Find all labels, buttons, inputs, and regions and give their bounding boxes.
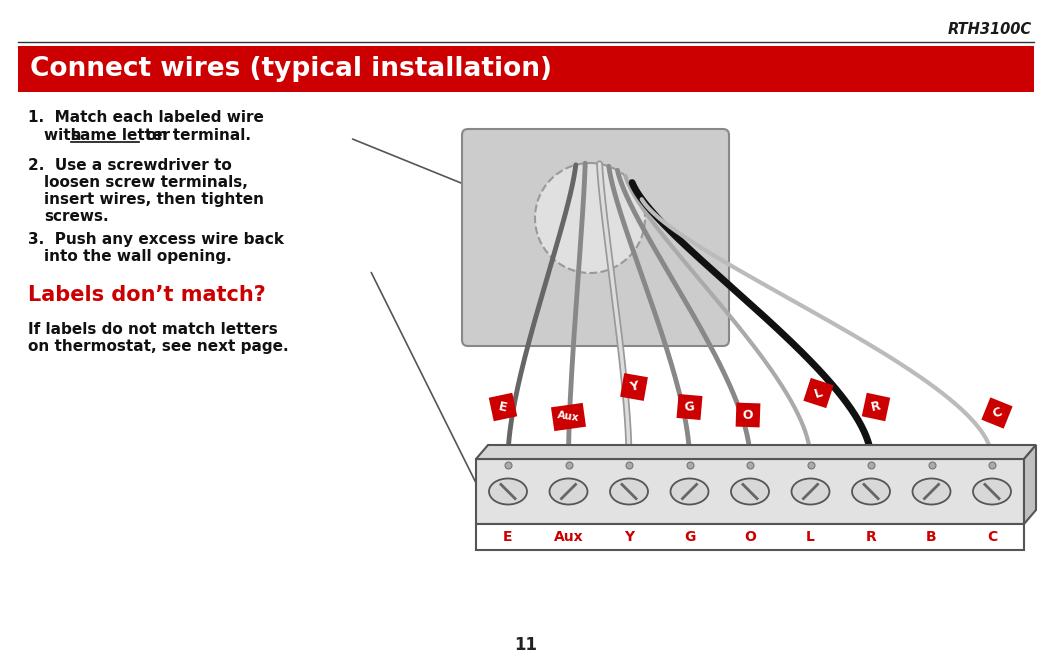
- Text: O: O: [744, 530, 756, 544]
- Text: same letter: same letter: [70, 128, 170, 143]
- FancyBboxPatch shape: [476, 524, 1024, 550]
- FancyBboxPatch shape: [620, 373, 648, 401]
- FancyBboxPatch shape: [982, 397, 1013, 429]
- Ellipse shape: [912, 478, 951, 505]
- Ellipse shape: [610, 478, 648, 505]
- Ellipse shape: [791, 478, 829, 505]
- Text: on thermostat, see next page.: on thermostat, see next page.: [28, 339, 288, 354]
- Circle shape: [535, 163, 645, 273]
- Text: E: E: [503, 530, 512, 544]
- Text: B: B: [926, 530, 937, 544]
- Text: insert wires, then tighten: insert wires, then tighten: [44, 192, 264, 207]
- Ellipse shape: [489, 478, 527, 505]
- Text: R: R: [866, 530, 876, 544]
- FancyBboxPatch shape: [862, 393, 890, 421]
- FancyBboxPatch shape: [676, 394, 703, 420]
- Text: on terminal.: on terminal.: [141, 128, 251, 143]
- Polygon shape: [1024, 445, 1036, 524]
- Ellipse shape: [973, 478, 1011, 505]
- Polygon shape: [476, 445, 1036, 459]
- Ellipse shape: [670, 478, 708, 505]
- Ellipse shape: [852, 478, 890, 505]
- Ellipse shape: [549, 478, 587, 505]
- Text: L: L: [813, 385, 825, 401]
- Ellipse shape: [731, 478, 769, 505]
- Text: Connect wires (typical installation): Connect wires (typical installation): [31, 56, 552, 82]
- Text: Y: Y: [628, 380, 640, 394]
- FancyBboxPatch shape: [735, 403, 761, 427]
- Text: Labels don’t match?: Labels don’t match?: [28, 285, 266, 305]
- Text: RTH3100C: RTH3100C: [948, 22, 1032, 37]
- Text: C: C: [990, 405, 1004, 421]
- FancyBboxPatch shape: [804, 378, 833, 408]
- FancyBboxPatch shape: [18, 46, 1034, 92]
- FancyBboxPatch shape: [551, 403, 586, 431]
- Text: Aux: Aux: [553, 530, 583, 544]
- Text: 1.  Match each labeled wire: 1. Match each labeled wire: [28, 110, 264, 125]
- Text: L: L: [806, 530, 815, 544]
- Text: into the wall opening.: into the wall opening.: [44, 249, 231, 264]
- Text: G: G: [684, 400, 695, 414]
- Text: G: G: [684, 530, 695, 544]
- Text: E: E: [498, 400, 508, 414]
- Text: O: O: [743, 408, 753, 421]
- Text: 11: 11: [514, 636, 538, 654]
- FancyBboxPatch shape: [476, 459, 1024, 524]
- Text: If labels do not match letters: If labels do not match letters: [28, 322, 278, 337]
- Text: Y: Y: [624, 530, 634, 544]
- Text: 2.  Use a screwdriver to: 2. Use a screwdriver to: [28, 158, 231, 173]
- Text: C: C: [987, 530, 997, 544]
- Text: loosen screw terminals,: loosen screw terminals,: [44, 175, 248, 190]
- FancyBboxPatch shape: [489, 393, 518, 421]
- Text: screws.: screws.: [44, 209, 108, 224]
- Text: 3.  Push any excess wire back: 3. Push any excess wire back: [28, 232, 284, 247]
- FancyBboxPatch shape: [462, 129, 729, 346]
- Text: with: with: [44, 128, 86, 143]
- Text: Aux: Aux: [557, 411, 580, 423]
- Text: R: R: [870, 399, 882, 414]
